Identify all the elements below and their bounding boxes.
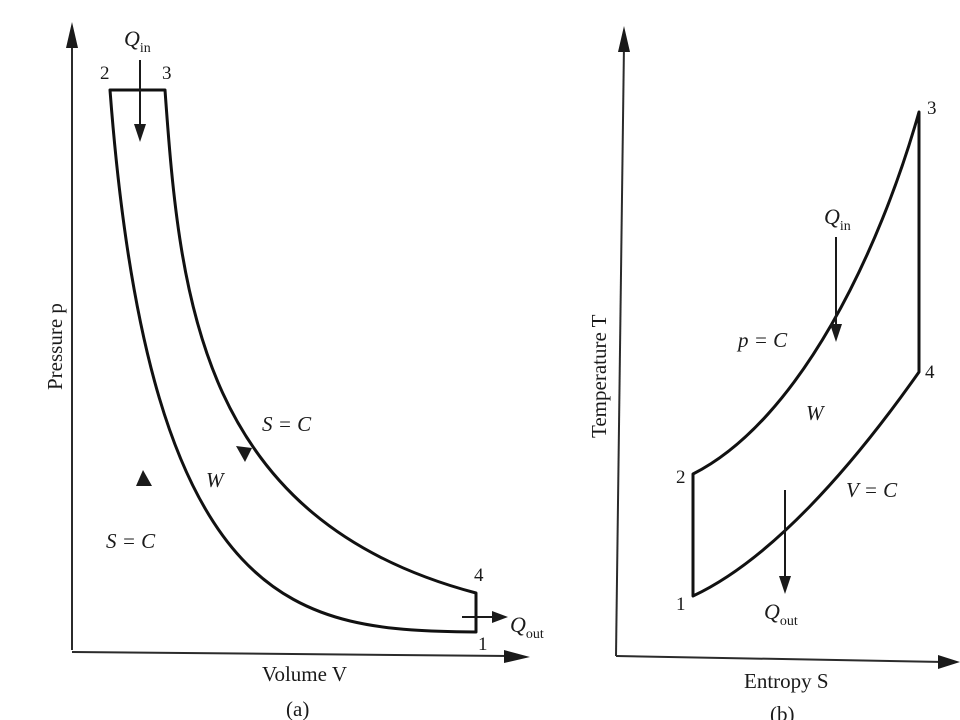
ts-cycle-path <box>691 110 921 598</box>
pv-point-1: 1 <box>478 634 488 655</box>
pv-heat-in-label: Qin <box>124 26 151 56</box>
pv-heat-in-arrowhead <box>134 124 146 142</box>
ts-x-axis-arrowhead <box>938 655 960 669</box>
ts-caption: (b) <box>770 702 795 720</box>
pv-expansion-arrow <box>236 446 252 462</box>
pv-caption: (a) <box>286 697 309 720</box>
ts-heat-in-arrowhead <box>830 324 842 342</box>
ts-heat-out-arrowhead <box>779 576 791 594</box>
ts-y-axis-label: Temperature T <box>587 314 611 438</box>
pv-heat-out-arrowhead <box>492 611 508 623</box>
pv-point-2: 2 <box>100 63 110 84</box>
pv-compression-arrow <box>136 470 152 486</box>
pv-point-4: 4 <box>474 565 484 586</box>
pv-heat-out-label: Qout <box>510 612 544 642</box>
pv-y-axis-label: Pressure p <box>43 303 67 390</box>
ts-point-2: 2 <box>676 467 686 488</box>
ts-upper-process-label: p = C <box>736 328 788 352</box>
panel-a: Qin Qout 2 3 4 1 S = C S = C W Pressure … <box>43 22 544 720</box>
pv-x-axis-arrowhead <box>504 650 530 663</box>
pv-cycle-path <box>108 88 478 634</box>
ts-lower-process-label: V = C <box>846 478 898 502</box>
ts-work-label: W <box>806 401 826 425</box>
ts-x-axis-label: Entropy S <box>744 669 829 693</box>
ts-x-axis <box>615 655 945 663</box>
ts-heat-out-label: Qout <box>764 599 798 629</box>
ts-y-axis <box>615 43 625 657</box>
pv-upper-process-label: S = C <box>262 412 312 436</box>
ts-point-4: 4 <box>925 362 935 383</box>
pv-point-3: 3 <box>162 63 172 84</box>
ts-point-3: 3 <box>927 98 937 119</box>
pv-lower-process-label: S = C <box>106 529 156 553</box>
pv-y-axis-arrowhead <box>66 22 78 48</box>
pv-x-axis-label: Volume V <box>262 662 347 686</box>
ts-heat-in-label: Qin <box>824 204 851 234</box>
ts-y-axis-arrowhead <box>618 26 630 52</box>
panel-b: Qin Qout 3 4 2 1 p = C V = C W Temperatu… <box>587 26 960 720</box>
pv-x-axis <box>71 651 511 657</box>
pv-work-label: W <box>206 468 226 492</box>
ts-point-1: 1 <box>676 594 686 615</box>
